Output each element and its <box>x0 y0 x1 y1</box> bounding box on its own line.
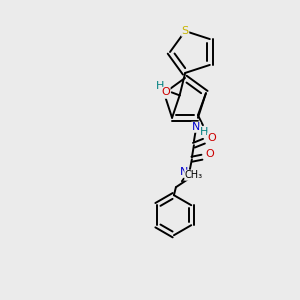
Text: H: H <box>200 127 208 137</box>
Text: O: O <box>161 87 170 98</box>
Text: N: N <box>180 167 188 177</box>
Text: O: O <box>208 133 216 143</box>
Text: H: H <box>190 172 198 182</box>
Text: O: O <box>206 149 214 159</box>
Text: S: S <box>182 26 189 36</box>
Text: S: S <box>160 88 168 98</box>
Text: N: N <box>192 122 200 132</box>
Text: H: H <box>155 81 164 92</box>
Text: CH₃: CH₃ <box>185 170 203 180</box>
